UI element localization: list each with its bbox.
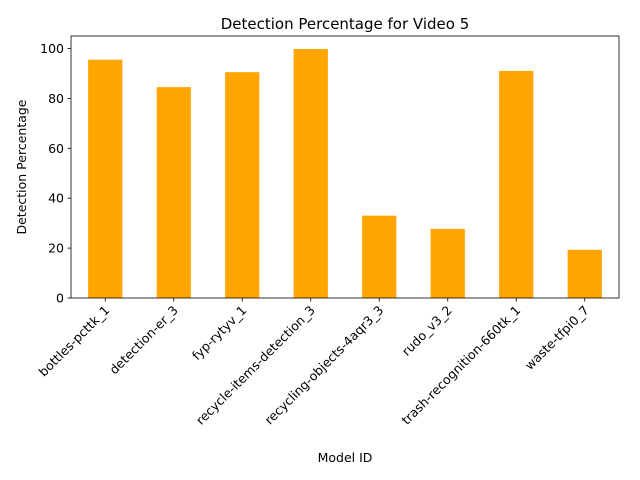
- y-axis-label: Detection Percentage: [14, 99, 29, 234]
- plot-frame: [70, 35, 620, 299]
- x-tick-label: fyp-rytyv_1: [189, 303, 249, 363]
- y-tick-label: 100: [40, 41, 64, 56]
- y-tick-label: 0: [56, 291, 64, 306]
- x-tick-label: recycle-items-detection_3: [193, 303, 318, 428]
- y-tick-label: 60: [48, 141, 64, 156]
- bar-bottles-pcttk_1: [88, 59, 123, 299]
- bar-trash-recognition-660tk_1: [499, 70, 534, 298]
- chart-title: Detection Percentage for Video 5: [221, 15, 470, 33]
- x-axis-label: Model ID: [318, 450, 373, 465]
- bars-layer: [88, 48, 602, 299]
- bar-waste-tfpi0_7: [567, 249, 602, 298]
- x-tick-label: trash-recognition-660tk_1: [398, 303, 523, 428]
- bar-recycle-items-detection_3: [293, 48, 328, 299]
- x-tick-label: recycling-objects-4aqr3_3: [261, 303, 386, 428]
- y-tick-label: 80: [48, 91, 64, 106]
- bar-recycling-objects-4aqr3_3: [362, 215, 397, 298]
- bar-rudo_v3_2: [430, 228, 465, 298]
- x-tick-label: rudo_v3_2: [399, 303, 455, 359]
- bar-fyp-rytyv_1: [225, 72, 260, 298]
- y-tick-label: 20: [48, 241, 64, 256]
- y-tick-label: 40: [48, 191, 64, 206]
- x-tick-label: bottles-pcttk_1: [36, 303, 113, 380]
- x-tick-label: waste-tfpi0_7: [522, 303, 592, 373]
- x-tick-label: detection-er_3: [106, 303, 181, 378]
- bar-detection-er_3: [156, 87, 191, 299]
